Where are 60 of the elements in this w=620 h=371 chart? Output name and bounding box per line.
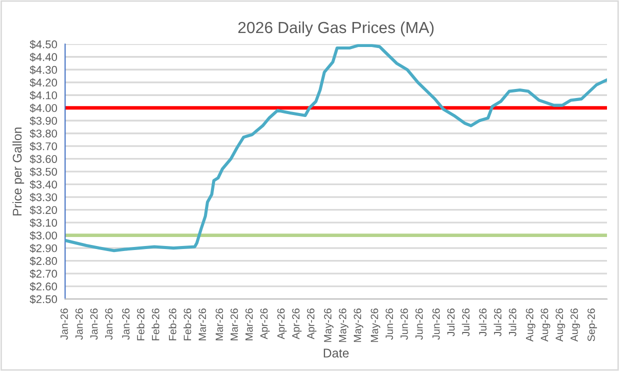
x-tick-label: Feb-26: [136, 308, 144, 340]
x-tick-label: May-26: [354, 308, 364, 342]
x-tick-label: Aug-26: [556, 308, 566, 342]
x-tick-label: Sep-26: [588, 308, 597, 342]
x-tick-label: Mar-26: [245, 308, 253, 340]
y-tick-label: $4.00: [30, 104, 58, 113]
x-tick-label: Jul-26: [447, 308, 455, 336]
y-tick-label: $4.10: [30, 90, 58, 100]
x-tick-label: Aug-26: [570, 308, 580, 342]
chart-title: 2026 Daily Gas Prices (MA): [238, 21, 434, 36]
x-tick-label: Jul-26: [462, 308, 470, 336]
y-tick-label: $2.90: [30, 244, 58, 253]
x-axis-title: Date: [324, 348, 349, 358]
x-tick-label: Jun-26: [415, 308, 423, 340]
y-tick-label: $4.40: [30, 52, 58, 62]
y-tick-label: $3.60: [30, 154, 58, 164]
y-tick-label: $3.80: [30, 129, 58, 138]
x-tick-label: May-26: [370, 308, 380, 342]
y-tick-label: $4.30: [30, 65, 58, 74]
y-tick-label: $3.20: [30, 206, 58, 215]
x-tick-label: Mar-26: [198, 308, 206, 340]
x-tick-label: Feb-26: [183, 308, 192, 340]
line-series: [65, 44, 607, 252]
y-tick-label: $3.10: [30, 218, 58, 228]
x-tick-label: Apr-26: [292, 308, 302, 340]
x-tick-label: Jan-26: [60, 308, 68, 340]
y-tick-label: $2.80: [30, 256, 58, 266]
y-tick-label: $4.20: [30, 78, 58, 88]
x-tick-label: Jan-26: [75, 308, 83, 340]
x-tick-label: Jul-26: [508, 308, 516, 336]
x-tick-label: Jul-26: [494, 308, 502, 336]
y-tick-label: $2.70: [30, 269, 58, 278]
x-tick-label: Jan-26: [122, 308, 130, 340]
y-tick-label: $3.90: [30, 116, 58, 126]
x-tick-label: Mar-26: [216, 308, 224, 340]
x-tick-label: Apr-26: [260, 308, 270, 340]
x-tick-label: Jan-26: [90, 308, 98, 340]
x-tick-label: Apr-26: [277, 308, 287, 340]
x-tick-label: Jun-26: [400, 308, 408, 340]
x-tick-label: May-26: [338, 308, 348, 342]
x-tick-label: Aug-26: [540, 308, 550, 342]
x-tick-label: Jun-26: [432, 308, 440, 340]
x-tick-label: Aug-26: [526, 308, 536, 342]
y-tick-label: $2.50: [30, 294, 58, 304]
x-tick-label: Jan-26: [105, 308, 113, 340]
x-tick-label: Jun-26: [386, 308, 394, 340]
y-tick-label: $3.30: [30, 192, 58, 202]
x-tick-label: Jul-26: [478, 308, 487, 336]
x-tick-label: Feb-26: [168, 308, 176, 340]
x-tick-label: May-26: [324, 308, 334, 342]
y-tick-label: $3.50: [30, 167, 58, 176]
x-tick-label: Feb-26: [152, 308, 160, 340]
y-tick-label: $3.70: [30, 142, 58, 151]
x-tick-label: Mar-26: [230, 308, 238, 340]
y-tick-label: $3.40: [30, 180, 58, 190]
y-tick-label: $2.60: [30, 282, 58, 292]
x-tick-label: Apr-26: [307, 308, 316, 340]
y-tick-label: $4.50: [30, 40, 58, 49]
y-tick-label: $3.00: [30, 231, 58, 240]
y-axis-title: Price per Gallon: [12, 128, 24, 216]
